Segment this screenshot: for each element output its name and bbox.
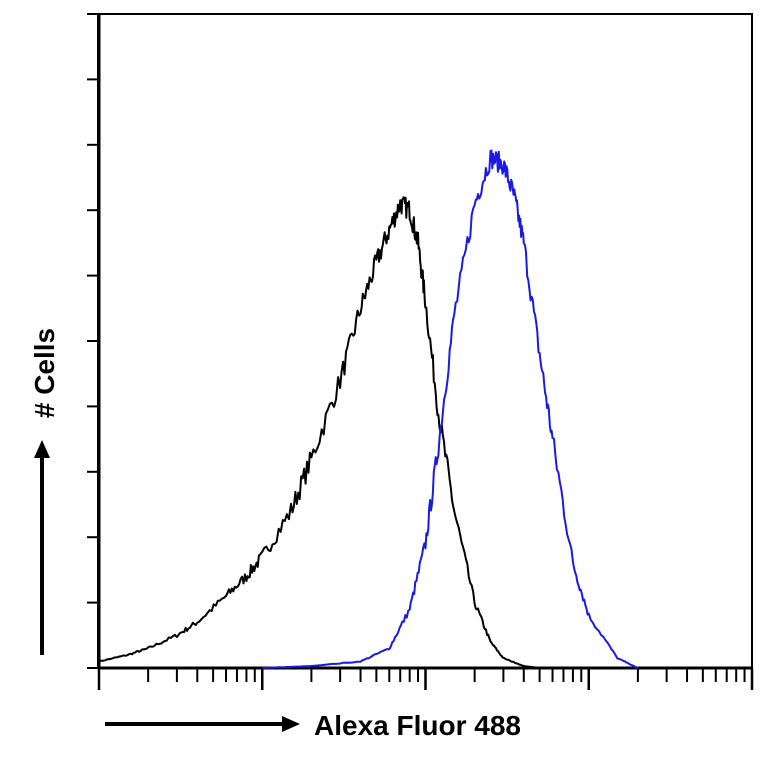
plot-frame xyxy=(97,13,753,669)
stained-histogram-line xyxy=(262,149,639,669)
y-axis-title-group: # Cells xyxy=(29,328,60,655)
x-axis-ticks xyxy=(97,668,754,690)
control-histogram-line xyxy=(98,196,540,669)
x-axis-arrow-head xyxy=(282,716,300,732)
x-axis-title-group: Alexa Fluor 488 xyxy=(105,710,521,741)
y-axis-ticks xyxy=(87,13,99,669)
y-axis-title: # Cells xyxy=(29,328,60,418)
histogram-series xyxy=(98,149,639,669)
y-axis-arrow-head xyxy=(34,440,50,458)
x-axis-title: Alexa Fluor 488 xyxy=(314,710,521,741)
